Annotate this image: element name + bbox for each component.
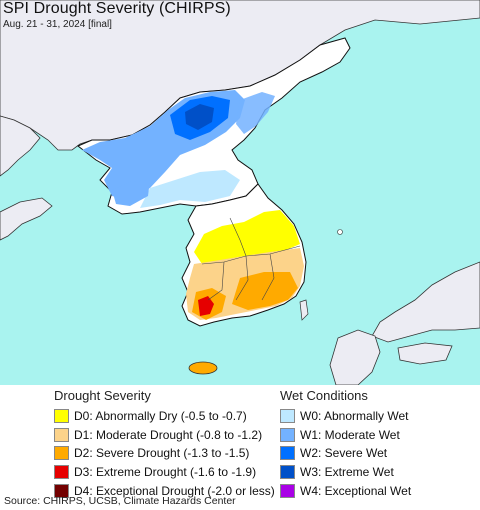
legend-swatch-d3 xyxy=(54,465,69,480)
source-credit: Source: CHIRPS, UCSB, Climate Hazards Ce… xyxy=(4,495,236,507)
province-borders xyxy=(201,217,301,301)
drought-legend: Drought Severity D0: Abnormally Dry (-0.… xyxy=(54,388,275,500)
north-korea-moderate-wet-east xyxy=(236,92,275,134)
legend-item-d1: D1: Moderate Drought (-0.8 to -1.2) xyxy=(54,426,275,445)
legend-swatch-d2 xyxy=(54,446,69,461)
tsushima-island xyxy=(299,299,309,321)
legend-swatch-w1 xyxy=(280,427,295,442)
wet-legend-heading: Wet Conditions xyxy=(280,388,368,403)
legend-swatch-d1 xyxy=(54,427,69,442)
page-title: SPI Drought Severity (CHIRPS) xyxy=(3,0,231,17)
legend-item-d2: D2: Severe Drought (-1.3 to -1.5) xyxy=(54,444,275,463)
legend-label-d3: D3: Extreme Drought (-1.6 to -1.9) xyxy=(74,465,257,480)
legend-label-d0: D0: Abnormally Dry (-0.5 to -0.7) xyxy=(74,409,247,424)
north-korea-extreme-wet xyxy=(185,104,214,130)
north-korea-west-wet xyxy=(112,180,150,206)
legend-item-d3: D3: Extreme Drought (-1.6 to -1.9) xyxy=(54,463,275,482)
jeju-island xyxy=(188,361,218,375)
legend-label-d4: D4: Exceptional Drought (-2.0 or less) xyxy=(74,483,275,498)
japan-kyushu xyxy=(329,329,381,385)
map-panel: SPI Drought Severity (CHIRPS) Aug. 21 - … xyxy=(0,0,480,385)
legend-item-w3: W3: Extreme Wet xyxy=(280,463,411,482)
legend-item-w0: W0: Abnormally Wet xyxy=(280,407,411,426)
south-korea-dry xyxy=(194,210,300,264)
map-title-block: SPI Drought Severity (CHIRPS) Aug. 21 - … xyxy=(3,0,231,30)
legend-swatch-w4 xyxy=(280,483,295,498)
legend-label-w3: W3: Extreme Wet xyxy=(300,465,394,480)
date-range: Aug. 21 - 31, 2024 [final] xyxy=(3,19,112,30)
south-korea-extreme-drought xyxy=(198,296,214,316)
liaodong-peninsula xyxy=(0,115,41,177)
legend-item-d4: D4: Exceptional Drought (-2.0 or less) xyxy=(54,481,275,500)
legend-label-w1: W1: Moderate Wet xyxy=(300,427,400,442)
north-korea-abnormal-wet xyxy=(140,170,240,208)
legend-item-w4: W4: Exceptional Wet xyxy=(280,481,411,500)
legend-label-d2: D2: Severe Drought (-1.3 to -1.5) xyxy=(74,446,250,461)
legend-swatch-d4 xyxy=(54,483,69,498)
japan-shikoku xyxy=(397,342,453,365)
legend-label-w0: W0: Abnormally Wet xyxy=(300,409,409,424)
legend-item-w2: W2: Severe Wet xyxy=(280,444,411,463)
legend-label-w2: W2: Severe Wet xyxy=(300,446,388,461)
drought-map xyxy=(0,0,480,385)
legend-swatch-w2 xyxy=(280,446,295,461)
shandong-peninsula xyxy=(0,197,53,241)
south-korea-severe-drought xyxy=(232,272,298,310)
legend-item-d0: D0: Abnormally Dry (-0.5 to -0.7) xyxy=(54,407,275,426)
legend-swatch-d0 xyxy=(54,409,69,424)
wet-legend: Wet Conditions W0: Abnormally Wet W1: Mo… xyxy=(280,388,411,500)
drought-legend-heading: Drought Severity xyxy=(54,388,151,403)
ulleung-island xyxy=(337,229,343,235)
legend-swatch-w3 xyxy=(280,465,295,480)
legend-item-w1: W1: Moderate Wet xyxy=(280,426,411,445)
legend-label-w4: W4: Exceptional Wet xyxy=(300,483,412,498)
legend-swatch-w0 xyxy=(280,409,295,424)
legend-label-d1: D1: Moderate Drought (-0.8 to -1.2) xyxy=(74,427,263,442)
